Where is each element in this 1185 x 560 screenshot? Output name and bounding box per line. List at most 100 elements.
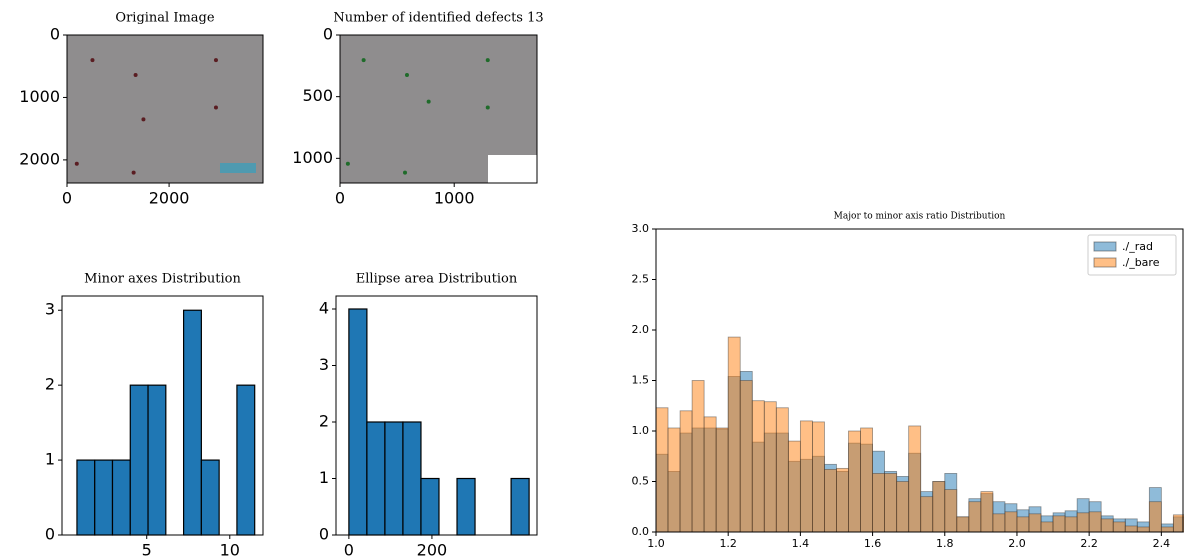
bar [860,427,873,533]
chart-title: Original Image [115,11,214,26]
x-tick-label: 1000 [434,189,475,208]
bar [366,421,386,536]
y-tick-label: 1 [45,450,55,469]
bar [787,440,801,533]
defect [74,161,79,166]
bar [956,516,970,533]
x-tick-label: 1.8 [936,537,954,550]
chart-title: Major to minor axis ratio Distribution [834,212,1006,222]
bar [147,384,167,536]
y-tick-label: 0 [45,525,55,544]
bar [775,407,789,533]
bar [656,407,669,533]
bar [1100,518,1114,533]
bar [763,401,777,533]
bar [896,481,910,533]
defect [426,99,431,104]
y-tick-label: 0.5 [632,475,650,488]
defect [131,170,136,175]
y-tick-label: 1.5 [632,374,650,387]
defect [213,58,218,63]
y-tick-label: 2.5 [632,273,650,286]
x-tick-label: 0 [335,189,345,208]
legend-swatch [1093,241,1117,252]
x-tick-label: 10 [220,541,240,560]
defect [404,72,409,77]
legend-label: ./_bare [1122,256,1160,269]
bar [836,467,849,533]
axes-frame [66,34,264,184]
x-tick-label: 1.2 [719,537,737,550]
y-tick-label: 1 [319,468,329,487]
bar [872,473,885,533]
bar [1076,512,1090,533]
bar [1160,526,1174,533]
y-tick-label: 1000 [292,148,333,167]
bar [1040,521,1054,533]
x-tick-label: 0 [344,541,354,560]
bar [1064,516,1078,533]
chart-title: Number of identified defects 13 [333,11,543,26]
bar [384,421,404,536]
defect [403,170,408,175]
bar [799,420,813,533]
x-tick-label: 2.0 [1008,537,1026,550]
bar [968,501,982,533]
bar [1052,515,1066,533]
bar [980,491,994,533]
bar [1124,525,1138,533]
legend-swatch [1093,257,1117,268]
y-tick-label: 3 [45,300,55,319]
bar [111,459,131,536]
bar [739,380,753,533]
defect [133,72,138,77]
bar [727,336,741,533]
bar [456,477,476,536]
defect [141,117,146,122]
axes-frame [335,295,538,536]
chart-title: Ellipse area Distribution [356,272,518,287]
bar [200,459,220,536]
bar [1088,511,1102,533]
y-tick-label: 3.0 [632,222,650,235]
defect [90,58,95,63]
bar [691,380,705,533]
bar [848,430,861,533]
x-tick-label: 2.2 [1080,537,1098,550]
bar [1112,521,1126,533]
y-tick-label: 2 [45,375,55,394]
bar [510,477,530,536]
y-tick-label: 0.0 [632,525,650,538]
x-tick-label: 5 [142,541,152,560]
defect [485,58,490,63]
defect [345,161,350,166]
axes-frame [339,34,538,184]
y-tick-label: 1.0 [632,424,650,437]
y-tick-label: 4 [319,298,329,317]
bars [656,336,1184,533]
legend-label: ./_rad [1122,240,1153,253]
bar [1004,511,1018,533]
bar [932,481,946,533]
y-tick-label: 2000 [19,149,60,168]
bar [751,400,765,533]
bar [76,459,96,536]
image-blank [488,155,537,183]
y-tick-label: 0 [50,25,60,44]
bar [1148,501,1162,533]
bar [679,410,693,533]
bar [236,384,256,536]
bar [715,427,729,533]
bar [824,468,837,533]
x-tick-label: 1.6 [864,537,882,550]
chart-title: Minor axes Distribution [84,272,241,287]
x-tick-label: 2000 [149,189,190,208]
y-tick-label: 500 [302,86,333,105]
bar [402,421,422,536]
y-tick-label: 2.0 [632,323,650,336]
x-tick-label: 2.4 [1153,537,1171,550]
bar [992,513,1006,533]
image [67,35,263,183]
y-tick-label: 0 [319,525,329,544]
x-tick-label: 200 [417,541,448,560]
